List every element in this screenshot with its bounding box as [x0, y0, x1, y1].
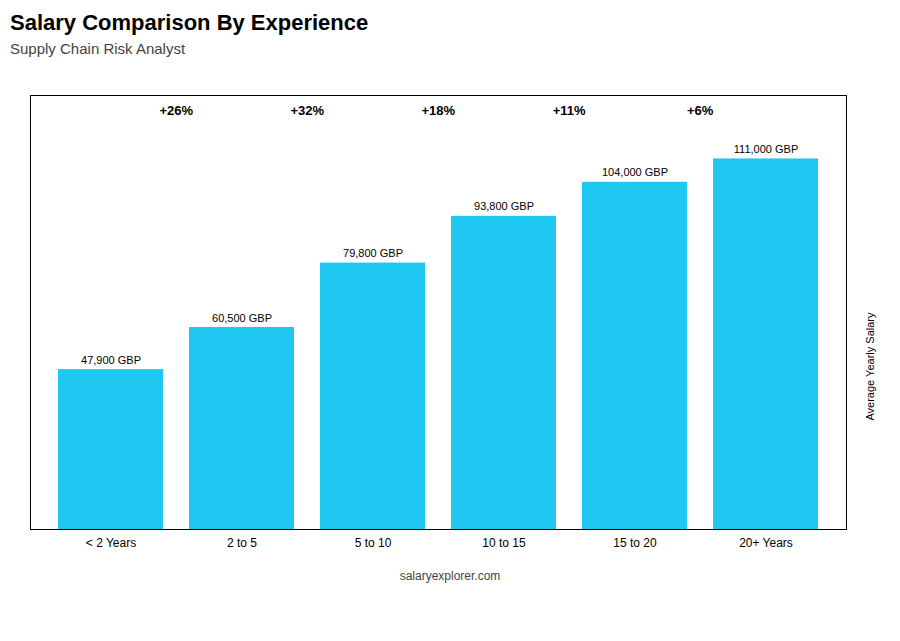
svg-text:15 to 20: 15 to 20: [613, 536, 657, 550]
svg-text:+32%: +32%: [290, 103, 324, 118]
svg-text:Average Yearly Salary: Average Yearly Salary: [864, 312, 876, 421]
svg-text:+26%: +26%: [159, 103, 193, 118]
svg-text:20+ Years: 20+ Years: [739, 536, 793, 550]
svg-text:+6%: +6%: [687, 103, 714, 118]
html-text:Salary Comparison By Experienc: Salary Comparison By Experience: [10, 10, 369, 35]
svg-text:79,800 GBP: 79,800 GBP: [343, 247, 403, 259]
svg-text:93,800 GBP: 93,800 GBP: [474, 200, 534, 212]
svg-text:+11%: +11%: [553, 103, 586, 118]
svg-text:< 2 Years: < 2 Years: [86, 536, 136, 550]
svg-text:+18%: +18%: [421, 103, 455, 118]
svg-text:47,900 GBP: 47,900 GBP: [81, 354, 141, 366]
html-text:Supply Chain Risk Analyst: Supply Chain Risk Analyst: [10, 40, 186, 57]
svg-text:111,000 GBP: 111,000 GBP: [734, 143, 798, 155]
svg-text:104,000 GBP: 104,000 GBP: [602, 166, 668, 178]
svg-text:10 to 15: 10 to 15: [482, 536, 526, 550]
html-text:salaryexplorer.com: salaryexplorer.com: [399, 569, 501, 583]
svg-text:60,500 GBP: 60,500 GBP: [212, 312, 272, 324]
svg-text:2 to 5: 2 to 5: [227, 536, 257, 550]
svg-text:5 to 10: 5 to 10: [355, 536, 392, 550]
